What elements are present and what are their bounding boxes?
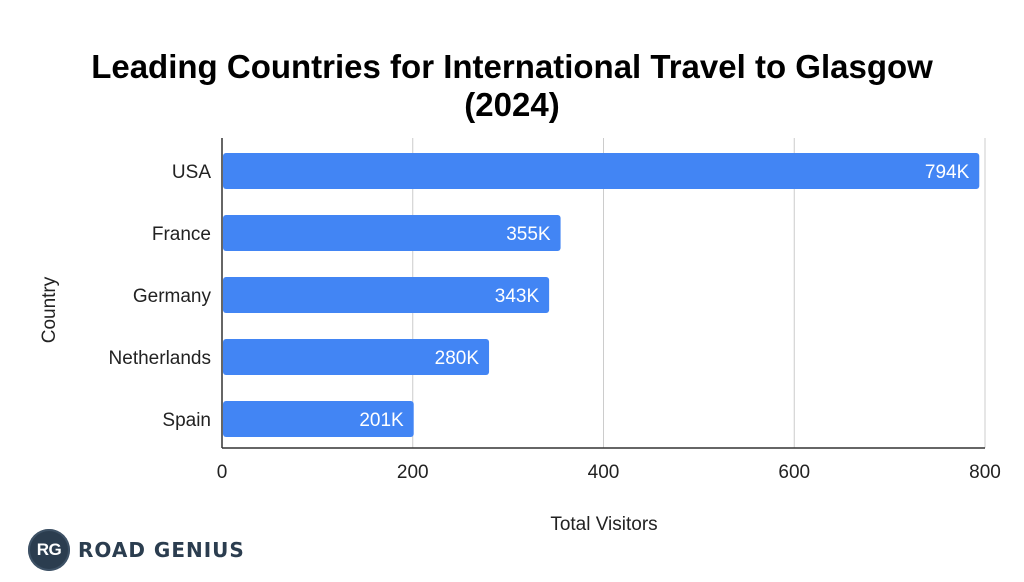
x-tick-label: 600 (778, 462, 810, 483)
x-tick-label: 400 (588, 462, 620, 483)
bar (223, 277, 550, 313)
chart-title-line2: (2024) (464, 86, 559, 123)
bar (223, 215, 561, 251)
y-tick-label: Spain (162, 410, 211, 431)
rg-badge-icon: RG (28, 529, 70, 571)
data-label: 343K (495, 286, 540, 307)
bars: 794K 355K 343K 280K 201K (223, 153, 980, 437)
x-tick-labels: 0 200 400 600 800 (217, 462, 1001, 483)
y-axis-title: Country (39, 276, 60, 343)
data-label: 355K (506, 224, 551, 245)
x-axis-title: Total Visitors (550, 514, 657, 535)
brand-name: ROAD GENIUS (78, 538, 245, 562)
bar (223, 153, 980, 189)
chart-title-line1: Leading Countries for International Trav… (91, 48, 933, 85)
bar (223, 339, 490, 375)
data-label: 201K (359, 410, 404, 431)
y-tick-label: Germany (133, 286, 212, 307)
x-tick-label: 0 (217, 462, 228, 483)
x-tick-label: 800 (969, 462, 1001, 483)
y-tick-label: USA (172, 162, 211, 183)
data-label: 794K (925, 162, 970, 183)
road-genius-logo: RG ROAD GENIUS (28, 528, 245, 572)
data-label: 280K (435, 348, 480, 369)
y-tick-label: France (152, 224, 211, 245)
y-tick-labels: USA France Germany Netherlands Spain (109, 162, 212, 431)
bar (223, 401, 414, 437)
gridlines (221, 138, 986, 449)
y-tick-label: Netherlands (109, 348, 211, 369)
x-tick-label: 200 (397, 462, 429, 483)
